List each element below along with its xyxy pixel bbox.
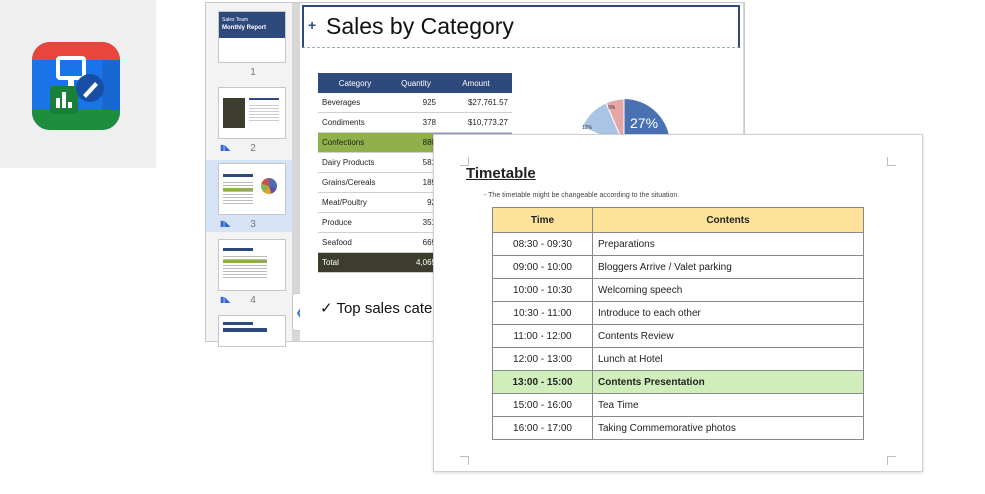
slide-thumbnail-panel: Sales Team Monthly Report 1 ▮◣ 2 ▮◣ 3 ▮◣… [206, 3, 292, 347]
time-cell: 11:00 - 12:00 [492, 324, 593, 348]
thumb-1-subtitle: Monthly Report [222, 25, 266, 31]
cell: 351 [392, 212, 440, 233]
cell: $10,773.27 [440, 112, 512, 133]
contents-cell: Contents Presentation [592, 370, 864, 394]
table-row: 09:00 - 10:00 Bloggers Arrive / Valet par… [492, 255, 864, 279]
pie-label-27: 27% [630, 115, 658, 131]
time-cell: 10:00 - 10:30 [492, 278, 593, 302]
contents-cell: Bloggers Arrive / Valet parking [592, 255, 864, 279]
cell: 4,065 [392, 252, 440, 273]
time-cell: 13:00 - 15:00 [492, 370, 593, 394]
cell: Dairy Products [318, 152, 392, 173]
contents-cell: Contents Review [592, 324, 864, 348]
cell: Produce [318, 212, 392, 233]
slide-number-2: 2 [250, 143, 256, 154]
slide-title-box[interactable] [302, 5, 740, 48]
cell: Seafood [318, 232, 392, 253]
contents-cell: Lunch at Hotel [592, 347, 864, 371]
table-row: Condiments 378 $10,773.27 [318, 112, 512, 133]
slide-thumbnail-4[interactable] [218, 239, 286, 291]
slide-thumbnail-1[interactable]: Sales Team Monthly Report [218, 11, 286, 63]
app-icon-tile [0, 0, 156, 168]
slide-thumbnail-5[interactable] [218, 315, 286, 347]
thumb-1-title: Sales Team [222, 17, 249, 23]
pie-slice-27 [624, 99, 670, 145]
table-row: 15:00 - 16:00 Tea Time [492, 393, 864, 417]
slide-2-marker-icon: ▮◣ [220, 143, 231, 152]
time-cell: 16:00 - 17:00 [492, 416, 593, 440]
cell: 669 [392, 232, 440, 253]
table-row-highlighted: 13:00 - 15:00 Contents Presentation [492, 370, 864, 394]
cell: Meat/Poultry [318, 192, 392, 213]
sales-header-amount: Amount [440, 73, 512, 93]
table-row: 16:00 - 17:00 Taking Commemorative photos [492, 416, 864, 440]
slide-3-marker-icon: ▮◣ [220, 219, 231, 228]
cell: 189 [392, 172, 440, 193]
app-icon[interactable] [32, 42, 120, 130]
document-note: - The timetable might be changeable acco… [484, 192, 680, 199]
slide-4-marker-icon: ▮◣ [220, 295, 231, 304]
contents-cell: Preparations [592, 232, 864, 256]
timetable-table: Time Contents 08:30 - 09:30 Preparations … [492, 207, 864, 440]
document-title: Timetable [466, 165, 536, 182]
cell: Condiments [318, 112, 392, 133]
cell: Confections [318, 132, 392, 153]
crop-mark [887, 157, 896, 166]
slide-note-text: ✓ Top sales cate [320, 300, 433, 317]
table-row: 10:30 - 11:00 Introduce to each other [492, 301, 864, 325]
cell: 92 [392, 192, 440, 213]
table-row: 10:00 - 10:30 Welcoming speech [492, 278, 864, 302]
crop-mark [460, 157, 469, 166]
contents-cell: Introduce to each other [592, 301, 864, 325]
presentation-icon [32, 42, 120, 130]
pie-label-12: 12% [582, 125, 593, 131]
table-row: 11:00 - 12:00 Contents Review [492, 324, 864, 348]
time-cell: 15:00 - 16:00 [492, 393, 593, 417]
time-cell: 10:30 - 11:00 [492, 301, 593, 325]
slide-number-1: 1 [250, 67, 256, 78]
table-row: 08:30 - 09:30 Preparations [492, 232, 864, 256]
contents-cell: Welcoming speech [592, 278, 864, 302]
contents-cell: Tea Time [592, 393, 864, 417]
time-cell: 08:30 - 09:30 [492, 232, 593, 256]
cell: Beverages [318, 93, 392, 113]
cell: 925 [392, 93, 440, 113]
table-row: Beverages 925 $27,761.57 [318, 93, 512, 113]
sales-header-category: Category [318, 73, 392, 93]
time-cell: 12:00 - 13:00 [492, 347, 593, 371]
slide-number-4: 4 [250, 295, 256, 306]
pie-label-9: 9% [608, 105, 616, 111]
cell: Grains/Cereals [318, 172, 392, 193]
plus-icon: + [308, 17, 317, 33]
cell: $27,761.57 [440, 93, 512, 113]
cell: 880 [392, 132, 440, 153]
crop-mark [460, 456, 469, 465]
slide-thumbnail-3[interactable] [218, 163, 286, 215]
slide-title: Sales by Category [326, 13, 514, 39]
slide-thumbnail-2[interactable] [218, 87, 286, 139]
timetable-header-time: Time [492, 207, 593, 233]
time-cell: 09:00 - 10:00 [492, 255, 593, 279]
timetable-document[interactable]: Timetable - The timetable might be chang… [433, 134, 923, 472]
contents-cell: Taking Commemorative photos [592, 416, 864, 440]
sales-header-quantity: Quantity [392, 73, 440, 93]
crop-mark [887, 456, 896, 465]
cell: 581 [392, 152, 440, 173]
timetable-header-contents: Contents [592, 207, 864, 233]
slide-number-3: 3 [250, 219, 256, 230]
cell: Total [318, 252, 392, 273]
table-row: 12:00 - 13:00 Lunch at Hotel [492, 347, 864, 371]
cell: 378 [392, 112, 440, 133]
